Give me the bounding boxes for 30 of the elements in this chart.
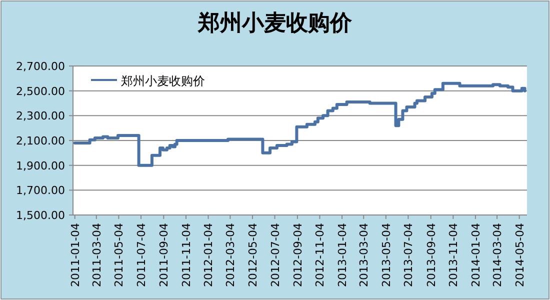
- legend-label: 郑州小麦收购价: [121, 74, 205, 88]
- y-tick-label: 1,900.00: [16, 159, 65, 172]
- x-tick-label: 2013-09-04: [424, 223, 438, 287]
- x-tick-label: 2013-01-04: [336, 223, 350, 287]
- x-tick-label: 2013-05-04: [380, 223, 393, 287]
- y-tick-label: 2,500.00: [16, 84, 65, 98]
- x-tick-label: 2012-09-04: [291, 223, 304, 287]
- y-tick-label: 2,100.00: [16, 134, 65, 148]
- x-tick-label: 2012-05-04: [246, 223, 260, 287]
- x-tick-label: 2011-05-04: [112, 223, 126, 287]
- y-tick-label: 2,700.00: [16, 60, 65, 73]
- y-tick-label: 1,500.00: [16, 209, 65, 222]
- x-tick-label: 2011-09-04: [158, 223, 171, 287]
- x-tick-label: 2011-03-04: [90, 223, 104, 287]
- x-tick-label: 2011-11-04: [180, 223, 193, 287]
- y-tick-label: 1,700.00: [16, 184, 65, 198]
- x-tick-label: 2013-11-04: [447, 223, 460, 287]
- x-tick-label: 2011-07-04: [134, 223, 148, 287]
- x-tick-label: 2014-03-04: [491, 223, 504, 287]
- x-tick-label: 2012-11-04: [314, 223, 327, 287]
- y-tick-label: 2,300.00: [16, 110, 65, 123]
- x-tick-label: 2013-07-04: [402, 223, 416, 287]
- x-tick-label: 2012-07-04: [268, 223, 282, 287]
- chart-title: 郑州小麦收购价: [197, 10, 353, 36]
- x-tick-label: 2014-01-04: [469, 223, 482, 287]
- x-tick-label: 2012-03-04: [224, 223, 238, 287]
- x-tick-label: 2011-01-04: [68, 223, 82, 287]
- x-tick-label: 2013-03-04: [358, 223, 371, 287]
- x-tick-label: 2012-01-04: [202, 223, 216, 287]
- x-tick-label: 2014-05-04: [513, 223, 526, 287]
